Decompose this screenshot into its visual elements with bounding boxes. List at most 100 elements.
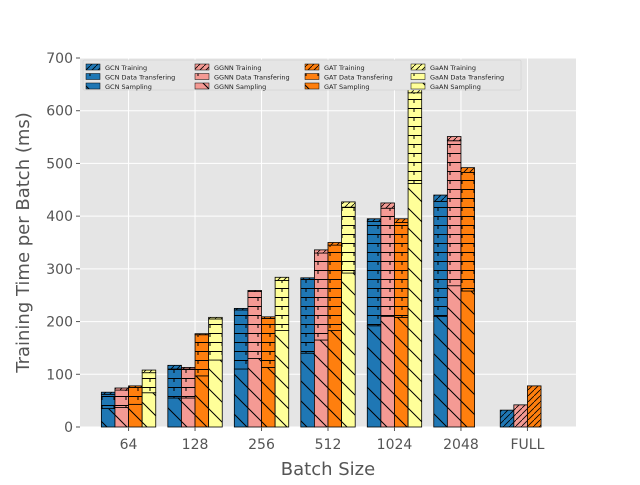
bar-gat-training-512 <box>327 242 343 246</box>
bar-gat-sampling-64 <box>128 403 143 428</box>
bar-ggnn-data-transfer-256 <box>247 291 262 359</box>
bar-ggnn-training-64 <box>114 387 129 391</box>
bar-gcn-sampling-128 <box>167 397 182 428</box>
legend-label: GaAN Training <box>430 64 476 72</box>
bar-gcn-sampling-256 <box>233 368 249 428</box>
bar-ggnn-data-transfer-1024 <box>380 207 395 317</box>
legend-swatch <box>85 82 101 90</box>
bar-gaan-sampling-1024 <box>407 183 423 428</box>
bar-gaan-sampling-128 <box>208 359 223 428</box>
bar-gaan-training-128 <box>208 316 223 320</box>
bar-ggnn-training-1024 <box>380 202 395 209</box>
x-ticks: 64 128 256 512 1024 2048 FULL <box>120 427 545 453</box>
bar-gat-training-64 <box>128 385 143 388</box>
bar-gat-sampling-256 <box>261 367 276 428</box>
bar-gcn-data-transfer-128 <box>167 368 182 399</box>
bar-gaan-training-64 <box>141 369 157 374</box>
y-tick-label: 100 <box>46 367 73 383</box>
bar-gcn-sampling-1024 <box>366 325 382 428</box>
bar-gcn-training-256 <box>233 307 249 311</box>
bar-gat-data-transfer-64 <box>128 387 143 405</box>
bar-gat-training-128 <box>194 333 210 336</box>
x-tick-label: 1024 <box>377 437 413 453</box>
y-tick-label: 400 <box>46 209 73 225</box>
bar-gat-sampling-2048 <box>460 290 475 428</box>
bar-gcn-data-transfer-64 <box>100 393 116 409</box>
bar-ggnn-sampling-512 <box>313 339 329 428</box>
bar-gaan-training-512 <box>341 201 356 208</box>
bar-gaan-data-transfer-1024 <box>407 92 423 184</box>
x-tick-label: 2048 <box>443 437 479 453</box>
bar-ggnn-data-transfer-64 <box>114 389 129 408</box>
bar-gaan-data-transfer-512 <box>341 206 356 274</box>
y-axis-label: Training Time per Batch (ms) <box>13 112 34 374</box>
legend-swatch <box>410 73 426 80</box>
bar-ggnn-training-512 <box>313 249 329 254</box>
legend-swatch <box>194 63 210 71</box>
x-tick-label: 512 <box>315 437 342 453</box>
legend-swatch <box>85 73 101 80</box>
bar-gcn-training-2048 <box>433 194 448 202</box>
bar-gaan-training-256 <box>274 276 290 281</box>
bar-gat-sampling-128 <box>194 375 210 428</box>
legend-swatch <box>85 63 101 71</box>
legend-swatch <box>410 82 426 90</box>
bar-gcn-data-transfer-256 <box>233 309 249 370</box>
legend-swatch <box>194 82 210 90</box>
bar-ggnn-training-2048 <box>446 136 462 142</box>
x-tick-label: 128 <box>182 437 209 453</box>
bar-gat-data-transfer-2048 <box>460 171 475 292</box>
bar-gcn-training-full <box>499 409 515 428</box>
legend-label: GaAN Data Transfering <box>430 74 504 82</box>
legend-label: GCN Training <box>105 64 147 72</box>
bar-gaan-data-transfer-128 <box>208 318 223 361</box>
bar-gcn-training-1024 <box>366 218 382 222</box>
bar-gaan-sampling-512 <box>341 272 356 428</box>
y-tick-label: 700 <box>46 51 73 67</box>
bars-layer <box>100 78 542 428</box>
legend-label: GAT Sampling <box>324 83 369 91</box>
bar-gcn-sampling-512 <box>300 352 315 428</box>
y-ticks: 0 100 200 300 400 500 600 700 <box>46 51 80 436</box>
bar-ggnn-sampling-1024 <box>380 315 395 428</box>
bar-ggnn-sampling-64 <box>114 407 129 428</box>
legend-label: GGNN Data Transfering <box>214 74 290 82</box>
bar-ggnn-training-128 <box>181 367 196 370</box>
bar-gat-data-transfer-512 <box>327 244 343 331</box>
bar-gat-training-2048 <box>460 167 475 173</box>
bar-ggnn-data-transfer-512 <box>313 252 329 341</box>
legend-label: GGNN Sampling <box>214 83 266 91</box>
legend-label: GCN Data Transfering <box>105 74 175 82</box>
bar-gat-data-transfer-128 <box>194 334 210 377</box>
y-tick-label: 300 <box>46 262 73 278</box>
bar-ggnn-data-transfer-2048 <box>446 140 462 287</box>
bar-gat-training-1024 <box>394 218 409 223</box>
bar-gat-training-full <box>527 385 542 428</box>
legend-swatch <box>304 63 320 71</box>
y-tick-label: 0 <box>64 420 73 436</box>
legend-label: GCN Sampling <box>105 83 152 91</box>
legend-label: GaAN Sampling <box>430 83 481 91</box>
legend-swatch <box>194 73 210 80</box>
bar-gaan-sampling-256 <box>274 330 290 428</box>
bar-gcn-sampling-2048 <box>433 315 448 428</box>
x-axis-label: Batch Size <box>281 459 375 480</box>
bar-ggnn-sampling-128 <box>181 397 196 428</box>
bar-ggnn-training-256 <box>247 290 262 292</box>
bar-ggnn-sampling-2048 <box>446 285 462 428</box>
legend-swatch <box>304 73 320 80</box>
bar-gat-sampling-512 <box>327 330 343 428</box>
bar-gcn-data-transfer-1024 <box>366 221 382 327</box>
bar-gaan-data-transfer-64 <box>141 372 157 394</box>
y-tick-label: 500 <box>46 156 73 172</box>
y-tick-label: 200 <box>46 315 73 331</box>
bar-ggnn-training-full <box>513 404 528 428</box>
legend-swatch <box>410 63 426 71</box>
bar-gcn-training-64 <box>100 391 116 395</box>
bar-gat-sampling-1024 <box>394 316 409 428</box>
bar-gcn-data-transfer-512 <box>300 278 315 354</box>
y-tick-label: 600 <box>46 104 73 120</box>
